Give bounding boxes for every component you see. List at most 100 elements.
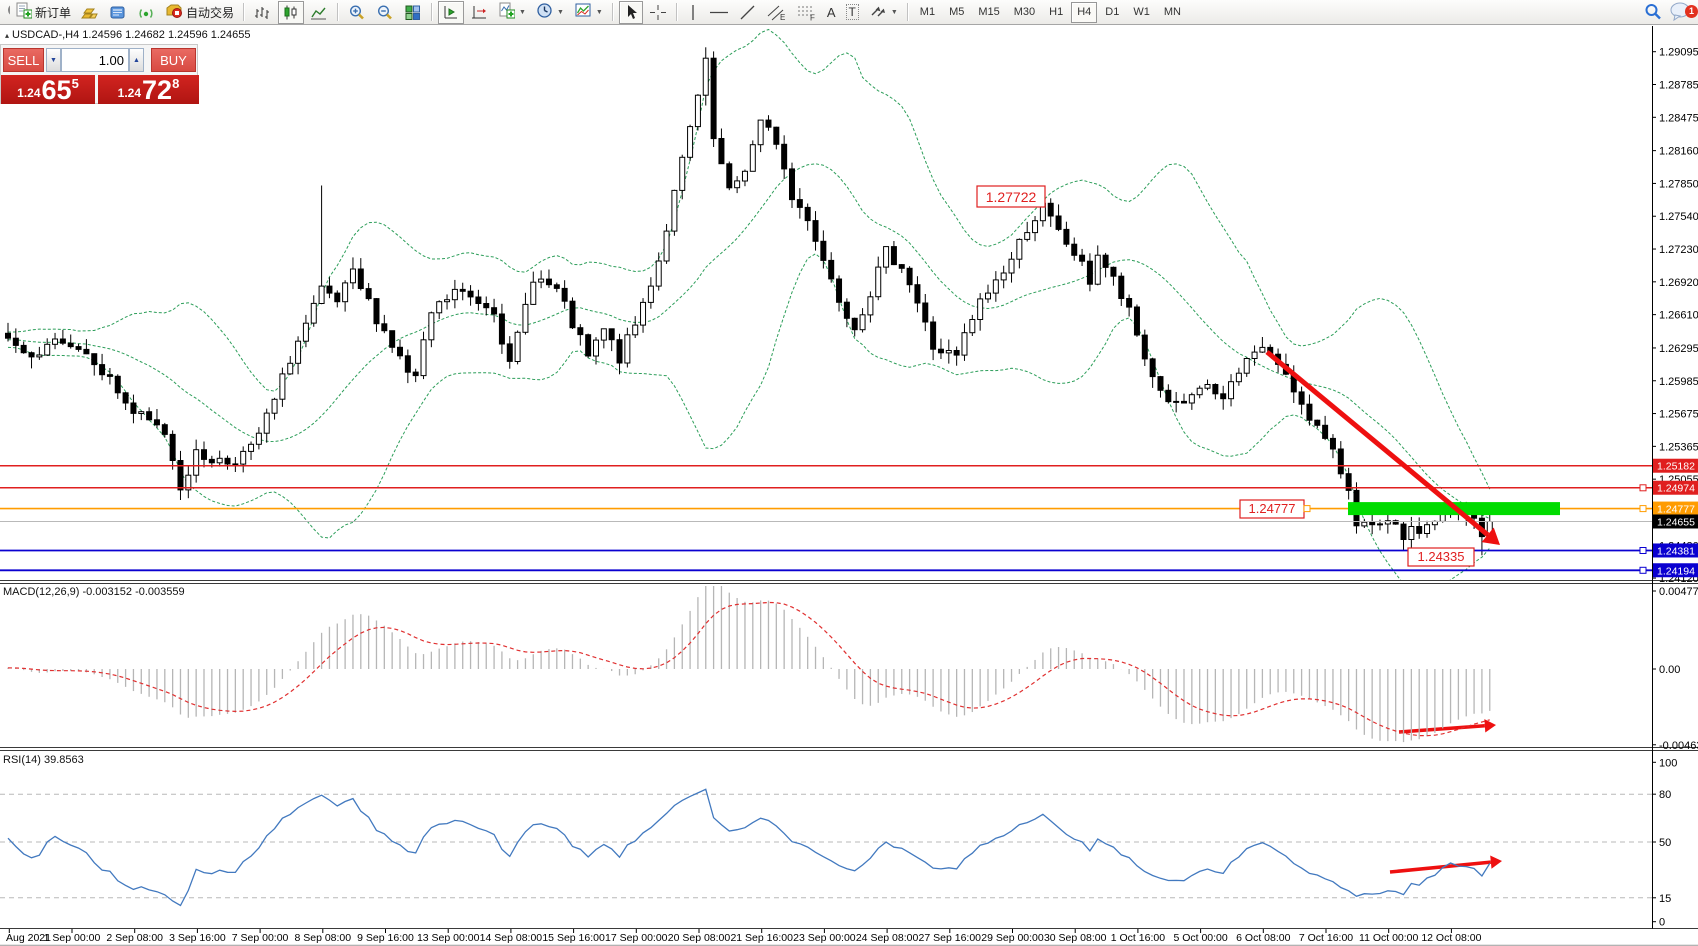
object-handle[interactable] <box>1303 505 1311 513</box>
signal-icon[interactable] <box>133 1 159 24</box>
panel-frame <box>0 26 1698 946</box>
volume-increase-button[interactable]: ▲ <box>129 48 144 72</box>
timeframe-button-d1[interactable]: D1 <box>1105 5 1120 18</box>
bar-chart-icon[interactable] <box>250 1 276 24</box>
price-tick: 1.27850 <box>1659 178 1698 190</box>
time-label: 27 Sep 16:00 <box>919 932 982 944</box>
crosshair-icon[interactable] <box>645 1 671 24</box>
object-handle[interactable] <box>1639 547 1647 554</box>
new-order-button[interactable]: 新订单 <box>11 1 75 24</box>
svg-text:1.24655: 1.24655 <box>1657 516 1695 528</box>
candlestick-chart-icon[interactable] <box>278 0 305 24</box>
macd-axis: 0.004774 0.00 -0.004637 <box>1652 586 1698 752</box>
object-handle[interactable] <box>1639 566 1647 574</box>
buy-price-pip: 8 <box>172 76 180 91</box>
bollinger-lower <box>7 253 1491 580</box>
timeframe-button-m15[interactable]: M15 <box>978 5 1000 18</box>
equidistant-channel-icon[interactable]: E <box>763 1 791 24</box>
time-label: 6 Oct 08:00 <box>1236 932 1290 944</box>
macd-tick: 0.004774 <box>1659 586 1698 598</box>
rsi-tick: 100 <box>1659 757 1677 769</box>
chevron-down-icon: ▼ <box>556 8 564 16</box>
price-tick: 1.25365 <box>1659 441 1698 453</box>
bollinger-bands <box>7 28 1491 580</box>
volume-decrease-button[interactable]: ▼ <box>46 48 61 72</box>
line-chart-icon[interactable] <box>306 1 332 24</box>
chart-template-icon <box>574 2 592 22</box>
candlesticks <box>5 47 1493 556</box>
object-handle[interactable] <box>1639 484 1647 492</box>
timeframe-button-m30[interactable]: M30 <box>1013 5 1036 18</box>
history-center-icon[interactable] <box>105 1 131 24</box>
tile-windows-icon[interactable] <box>400 1 426 24</box>
timeframe-button-h1[interactable]: H1 <box>1049 5 1064 18</box>
arrow-line[interactable] <box>1389 860 1492 874</box>
svg-text:1.24194: 1.24194 <box>1657 565 1695 577</box>
buy-button[interactable]: BUY <box>151 48 196 72</box>
time-label: 30 Sep 08:00 <box>1044 932 1107 944</box>
zoom-in-icon[interactable] <box>344 1 370 24</box>
clipped-icon <box>2 1 10 23</box>
arrow-objects-button[interactable]: ▼ <box>865 1 902 24</box>
search-icon[interactable] <box>1643 2 1663 27</box>
fibonacci-icon[interactable]: F <box>793 1 821 24</box>
horizontal-line-icon[interactable] <box>705 1 733 24</box>
time-label: 2 Sep 08:00 <box>106 932 163 944</box>
gold-bars-icon[interactable] <box>77 1 103 24</box>
macd-signal-line <box>7 601 1490 737</box>
price-tag-1.24194 <box>1653 563 1698 578</box>
zoom-out-icon[interactable] <box>372 1 398 24</box>
cursor-icon[interactable] <box>618 0 643 24</box>
trend-arrows[interactable] <box>1265 350 1502 874</box>
callout-box-1.27722[interactable] <box>976 185 1046 208</box>
timeframe-button-mn[interactable]: MN <box>1163 5 1181 18</box>
buy-price-button[interactable]: 1.24 72 8 <box>98 75 199 104</box>
chart-shift-icon[interactable] <box>466 1 492 24</box>
chart-region[interactable]: ▴ USDCAD-,H4 1.24596 1.24682 1.24596 1.24… <box>0 25 1698 946</box>
price-tag-1.24974 <box>1653 480 1698 495</box>
auto-scroll-icon[interactable] <box>438 0 465 24</box>
periods-button[interactable]: ▼ <box>532 1 568 24</box>
price-tick: 1.29095 <box>1659 47 1698 59</box>
auto-trading-icon <box>165 2 183 22</box>
horizontal-lines[interactable] <box>0 464 1652 572</box>
volume-input[interactable] <box>61 48 129 72</box>
sell-price-button[interactable]: 1.24 65 5 <box>1 75 95 104</box>
sell-price-prefix: 1.24 <box>17 86 41 100</box>
vertical-line-icon[interactable] <box>683 1 703 24</box>
rsi-tick: 50 <box>1659 837 1671 849</box>
chart-canvas: 1.27722 1.24777 1.24335 1.29095 1.28785 1.284… <box>0 26 1698 946</box>
time-label: 13 Sep 00:00 <box>417 932 480 944</box>
timeframe-buttons: M1 M5 M15 M30 H1 H4 D1 W1 MN <box>913 1 1188 23</box>
price-tick: 1.28785 <box>1659 79 1698 91</box>
object-handle[interactable] <box>1639 505 1647 513</box>
auto-trading-button[interactable]: 自动交易 <box>161 1 238 24</box>
timeframe-button-w1[interactable]: W1 <box>1133 5 1150 18</box>
sell-button[interactable]: SELL <box>3 48 44 72</box>
separator <box>675 3 678 21</box>
separator <box>431 3 434 21</box>
arrow-line[interactable] <box>1265 350 1490 537</box>
chat-button[interactable]: 1 <box>1669 1 1698 28</box>
callout-box-1.24335[interactable] <box>1407 547 1475 567</box>
svg-text:1.27722: 1.27722 <box>986 189 1037 205</box>
timeframe-button-m1[interactable]: M1 <box>919 5 936 18</box>
text-tool-icon[interactable]: A <box>826 4 836 20</box>
svg-text:1.24381: 1.24381 <box>1657 545 1695 557</box>
time-label: 9 Sep 16:00 <box>357 932 414 944</box>
price-tick: 1.28160 <box>1659 146 1698 158</box>
time-label: 7 Sep 00:00 <box>232 932 289 944</box>
timeframe-button-m5[interactable]: M5 <box>949 5 965 18</box>
text-label-icon[interactable]: T <box>842 1 863 24</box>
arrow-objects-icon <box>869 2 887 22</box>
indicators-button[interactable]: ▼ <box>494 1 530 24</box>
price-callouts[interactable]: 1.27722 1.24777 1.24335 <box>976 185 1647 574</box>
price-tick: 1.25675 <box>1659 409 1698 421</box>
timeframe-button-h4[interactable]: H4 <box>1071 1 1098 23</box>
template-button[interactable]: ▼ <box>570 1 607 24</box>
trendline-icon[interactable] <box>735 1 761 24</box>
arrow-line[interactable] <box>1398 724 1485 734</box>
new-order-icon <box>15 2 33 22</box>
